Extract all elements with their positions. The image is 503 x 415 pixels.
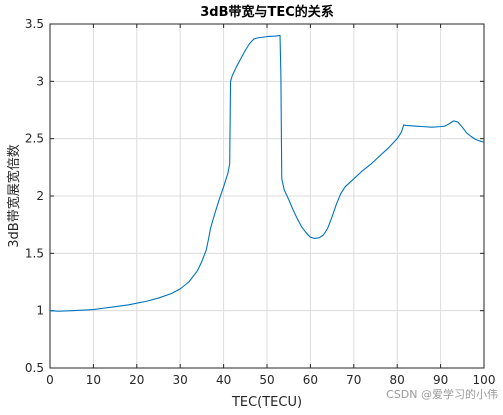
x-tick-label: 70 xyxy=(346,373,361,387)
x-tick-label: 40 xyxy=(216,373,231,387)
x-tick-label: 90 xyxy=(433,373,448,387)
x-axis-label: TEC(TECU) xyxy=(231,395,302,410)
x-tick-label: 80 xyxy=(390,373,405,387)
x-tick-label: 20 xyxy=(129,373,144,387)
x-tick-label: 100 xyxy=(473,373,496,387)
y-tick-label: 2 xyxy=(36,189,44,203)
y-tick-label: 0.5 xyxy=(25,361,44,375)
chart-title: 3dB带宽与TEC的关系 xyxy=(200,4,334,20)
y-tick-label: 2.5 xyxy=(25,132,44,146)
x-tick-label: 0 xyxy=(46,373,54,387)
y-tick-label: 1.5 xyxy=(25,246,44,260)
x-tick-label: 30 xyxy=(173,373,188,387)
ticks: 0 10 20 30 40 50 60 70 80 90 100 0.5 1 1.5 2 2.5 3 3.5 xyxy=(25,17,496,387)
x-tick-label: 50 xyxy=(259,373,274,387)
x-tick-label: 10 xyxy=(86,373,101,387)
x-tick-label: 60 xyxy=(303,373,318,387)
series-line xyxy=(49,34,485,312)
y-tick-label: 3 xyxy=(36,74,44,88)
series xyxy=(49,34,485,312)
watermark: CSDN @爱学习的小伟 xyxy=(386,387,498,401)
y-tick-label: 1 xyxy=(36,304,44,318)
y-axis-label: 3dB带宽展宽倍数 xyxy=(6,144,22,247)
y-tick-label: 3.5 xyxy=(25,17,44,31)
